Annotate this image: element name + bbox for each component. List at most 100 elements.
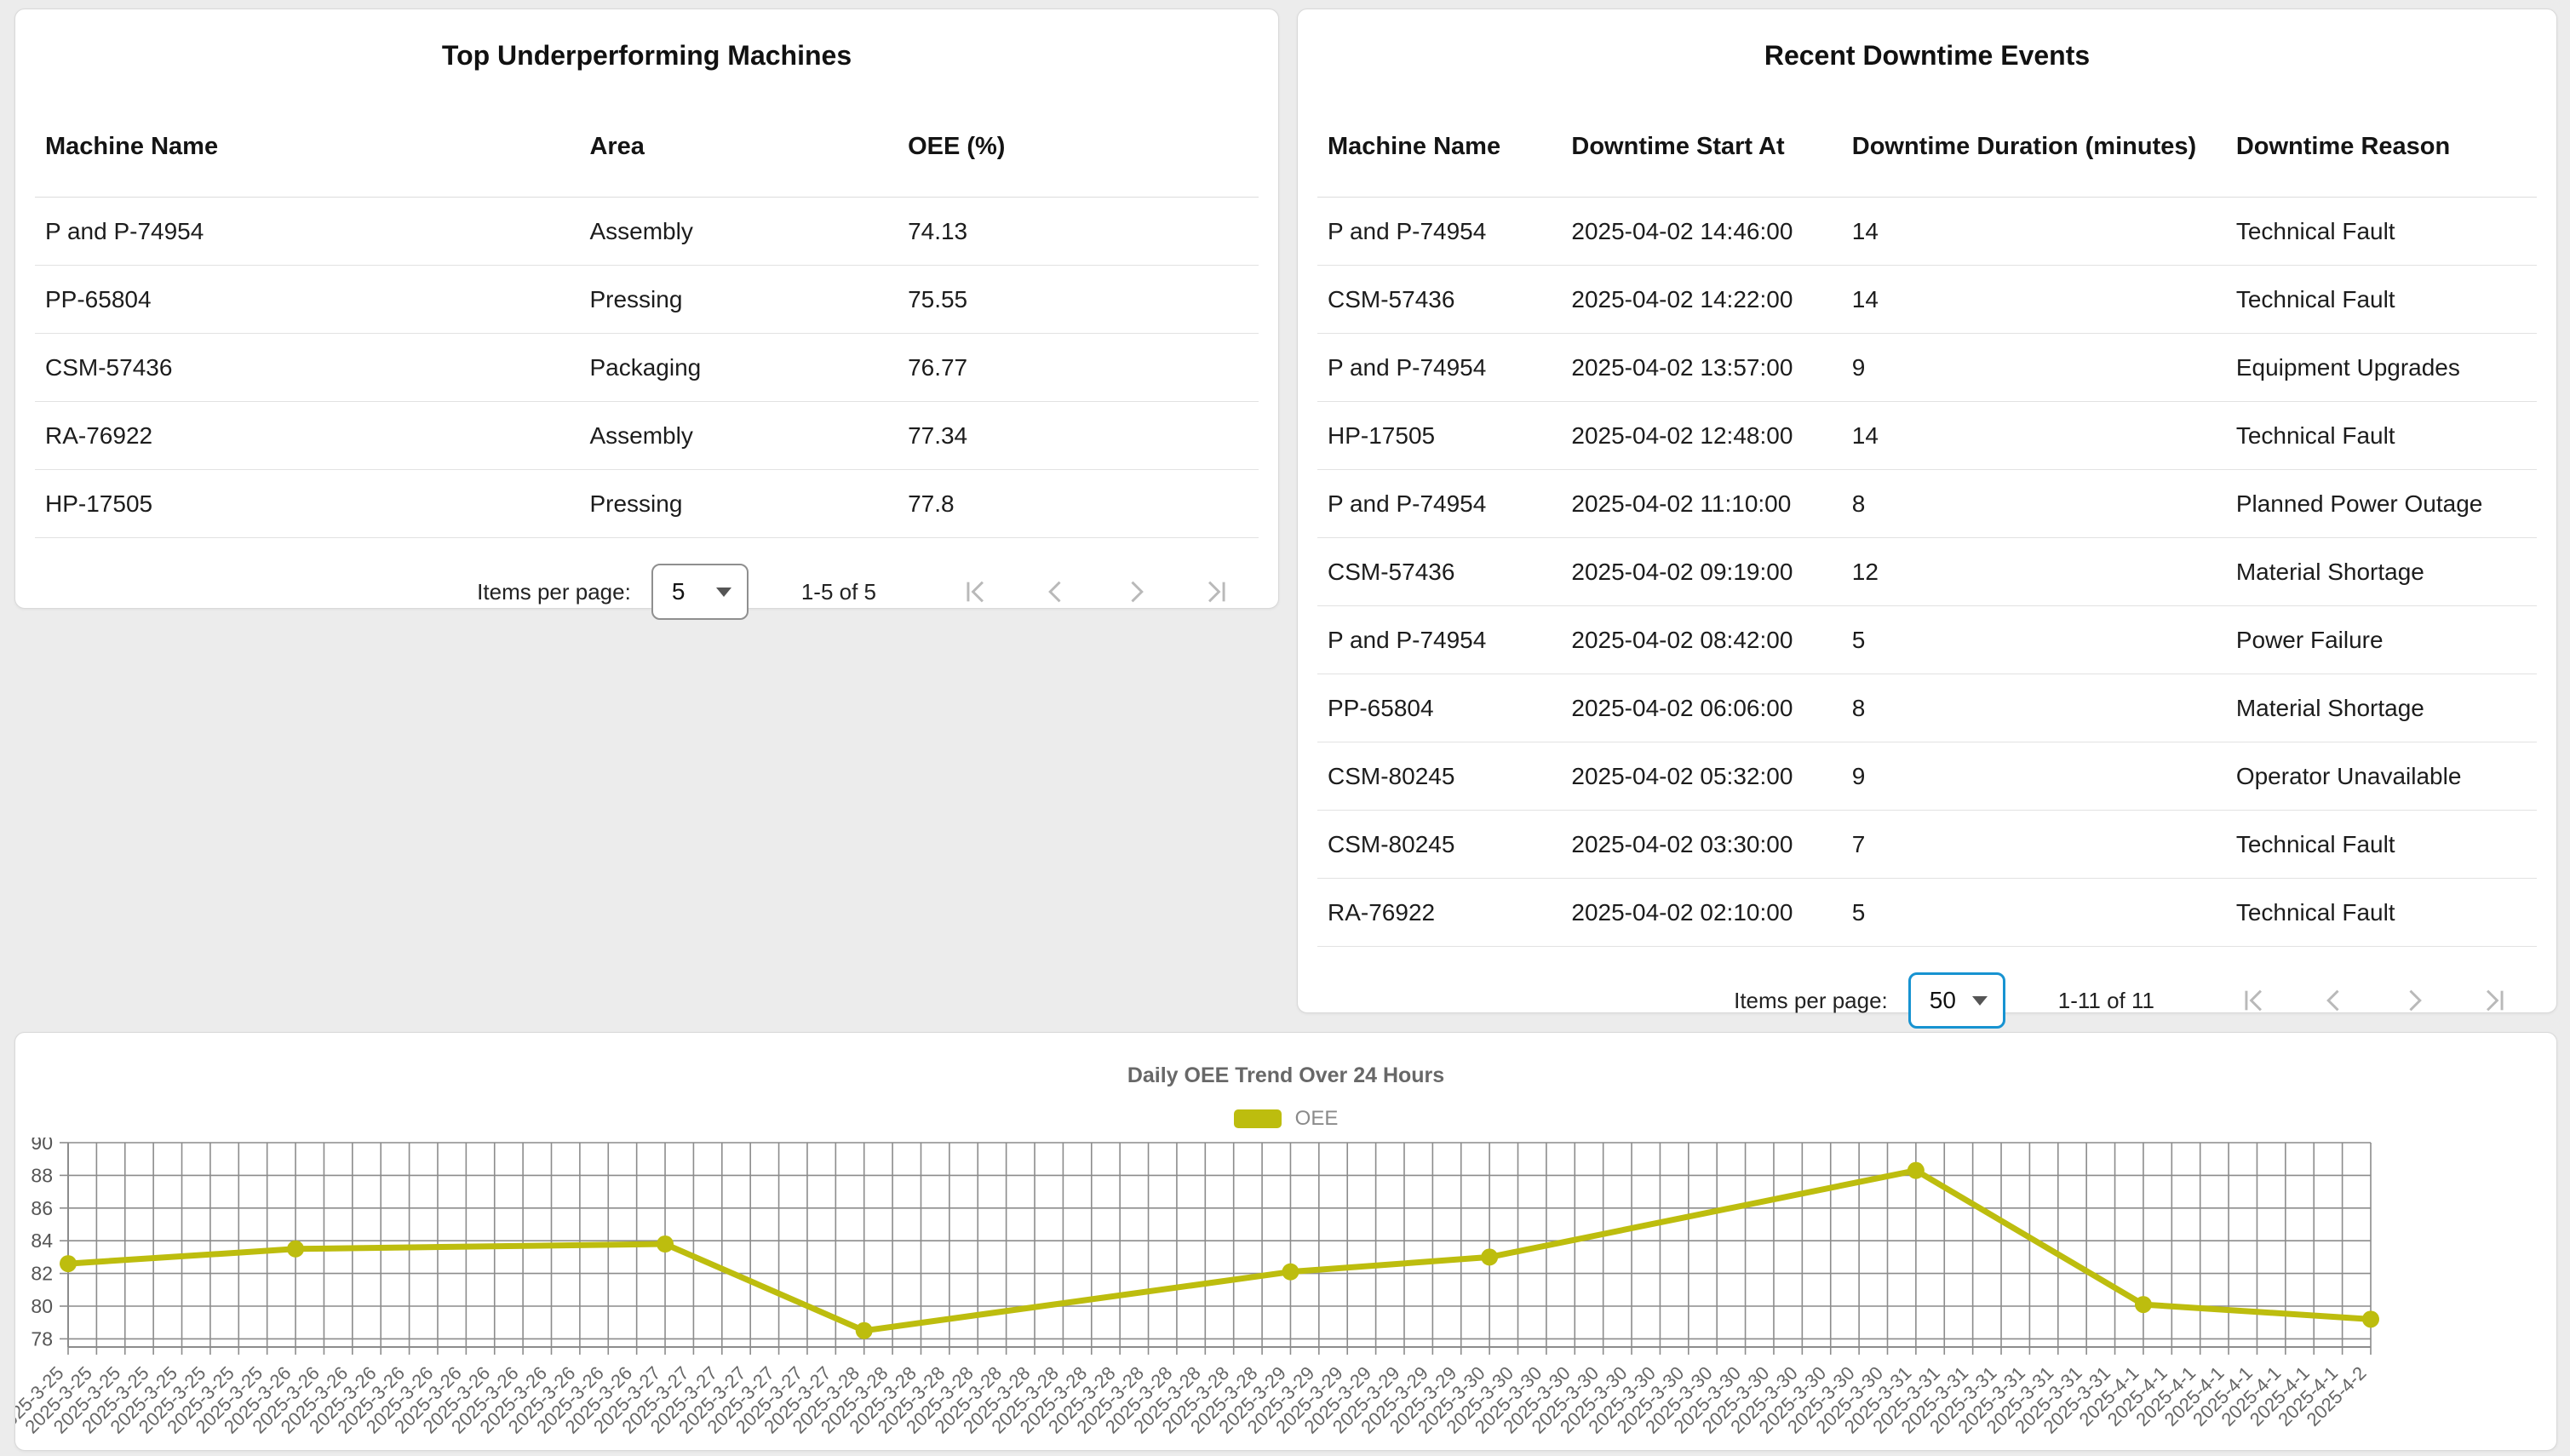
page-range-label: 1-5 of 5 [800,578,876,605]
y-tick-label: 88 [31,1164,53,1186]
pager-buttons [2189,986,2509,1015]
table-cell: Assembly [579,197,898,266]
legend-label-oee: OEE [1294,1107,1339,1130]
y-tick-label: 82 [31,1263,53,1285]
table-row: CSM-80245 2025-04-02 05:32:00 9 Operator Un… [1317,742,2537,811]
caret-down-icon [715,587,731,597]
table-cell: Material Shortage [2225,537,2537,606]
y-tick-label: 78 [31,1327,53,1350]
table-row: P and P-74954 2025-04-02 14:46:00 14 Techni… [1317,197,2537,266]
previous-page-icon[interactable] [2320,986,2349,1015]
column-header: Machine Name [1317,94,1562,198]
data-point[interactable] [1907,1161,1925,1179]
table-cell: 7 [1841,810,2226,879]
table-cell: P and P-74954 [1317,469,1562,538]
next-page-icon[interactable] [1122,577,1150,606]
table-cell: PP-65804 [35,265,580,334]
data-point[interactable] [2362,1310,2379,1328]
table-row: P and P-74954 2025-04-02 11:10:00 8 Planned… [1317,469,2537,538]
table-cell: 5 [1841,605,2226,674]
first-page-icon[interactable] [961,577,990,606]
table-cell: CSM-80245 [1317,810,1562,879]
card-title: Recent Downtime Events [1764,40,2091,71]
last-page-icon[interactable] [1202,577,1231,606]
pagination-bar: Items per page: 5 1-5 of 5 [15,538,1278,620]
table-row: PP-65804 Pressing 75.55 [35,265,1259,334]
table-row: RA-76922 2025-04-02 02:10:00 5 Technical Fa… [1317,878,2537,947]
table-cell: HP-17505 [35,469,580,538]
table-cell: 2025-04-02 02:10:00 [1561,878,1842,947]
oee-chart-plot: 2025-3-252025-3-252025-3-252025-3-252025… [15,1138,2379,1437]
table-cell: 77.8 [898,469,1259,538]
next-page-icon[interactable] [2400,986,2429,1015]
y-tick-label: 90 [31,1138,53,1154]
table-cell: P and P-74954 [1317,197,1562,266]
table-cell: Planned Power Outage [2225,469,2537,538]
items-per-page-select[interactable]: 5 [651,564,749,620]
table-row: P and P-74954 2025-04-02 08:42:00 5 Power F… [1317,605,2537,674]
table-cell: Technical Fault [2225,810,2537,879]
table-cell: 2025-04-02 05:32:00 [1561,742,1842,811]
table-cell: 14 [1841,265,2226,334]
data-point[interactable] [1481,1248,1499,1266]
data-point[interactable] [60,1255,77,1273]
table-cell: Technical Fault [2225,197,2537,266]
table-cell: CSM-57436 [35,333,580,402]
table-cell: PP-65804 [1317,674,1562,742]
items-per-page-select[interactable]: 50 [1907,972,2005,1029]
last-page-icon[interactable] [2480,986,2509,1015]
table-cell: 2025-04-02 13:57:00 [1561,333,1842,402]
legend-swatch-oee [1233,1109,1282,1128]
page-range-label: 1-11 of 11 [2057,987,2154,1013]
table-cell: 8 [1841,674,2226,742]
column-header: Downtime Duration (minutes) [1841,94,2226,198]
card-title: Top Underperforming Machines [441,40,852,71]
table-header-row: Machine Name Downtime Start At Downtime Du… [1317,94,2537,198]
table-cell: 8 [1841,469,2226,538]
table-cell: 2025-04-02 14:22:00 [1561,265,1842,334]
data-point[interactable] [1282,1263,1299,1281]
table-cell: 75.55 [898,265,1259,334]
table-cell: CSM-80245 [1317,742,1562,811]
table-cell: 74.13 [898,197,1259,266]
table-cell: 14 [1841,401,2226,470]
data-point[interactable] [2134,1296,2152,1314]
table-cell: Technical Fault [2225,878,2537,947]
y-tick-label: 84 [31,1230,53,1252]
table-cell: Pressing [579,469,898,538]
data-point[interactable] [287,1240,305,1258]
table-cell: RA-76922 [35,401,580,470]
table-cell: P and P-74954 [35,197,580,266]
table-cell: 2025-04-02 08:42:00 [1561,605,1842,674]
data-point[interactable] [657,1235,674,1253]
table-cell: Packaging [579,333,898,402]
table-cell: Power Failure [2225,605,2537,674]
table-cell: 14 [1841,197,2226,266]
column-header: Downtime Start At [1561,94,1842,198]
table-cell: CSM-57436 [1317,265,1562,334]
table-cell: HP-17505 [1317,401,1562,470]
table-cell: 2025-04-02 06:06:00 [1561,674,1842,742]
first-page-icon[interactable] [2240,986,2269,1015]
table-cell: 2025-04-02 09:19:00 [1561,537,1842,606]
table-cell: 2025-04-02 12:48:00 [1561,401,1842,470]
table-cell: Material Shortage [2225,674,2537,742]
table-row: CSM-57436 Packaging 76.77 [35,333,1259,402]
items-per-page-label: Items per page: [1734,987,1888,1013]
table-row: CSM-80245 2025-04-02 03:30:00 7 Technical F… [1317,810,2537,879]
chart-legend[interactable]: OEE [15,1107,2556,1131]
table-cell: Operator Unavailable [2225,742,2537,811]
table-cell: 9 [1841,742,2226,811]
previous-page-icon[interactable] [1041,577,1070,606]
table-row: HP-17505 Pressing 77.8 [35,469,1259,538]
table-cell: Technical Fault [2225,265,2537,334]
table-cell: 76.77 [898,333,1259,402]
data-point[interactable] [855,1321,873,1339]
table-cell: 9 [1841,333,2226,402]
downtime-events-table: Machine Name Downtime Start At Downtime Du… [1317,94,2537,947]
chart-title: Daily OEE Trend Over 24 Hours [1127,1063,1445,1087]
table-cell: 2025-04-02 14:46:00 [1561,197,1842,266]
y-tick-label: 86 [31,1197,53,1219]
table-cell: 5 [1841,878,2226,947]
